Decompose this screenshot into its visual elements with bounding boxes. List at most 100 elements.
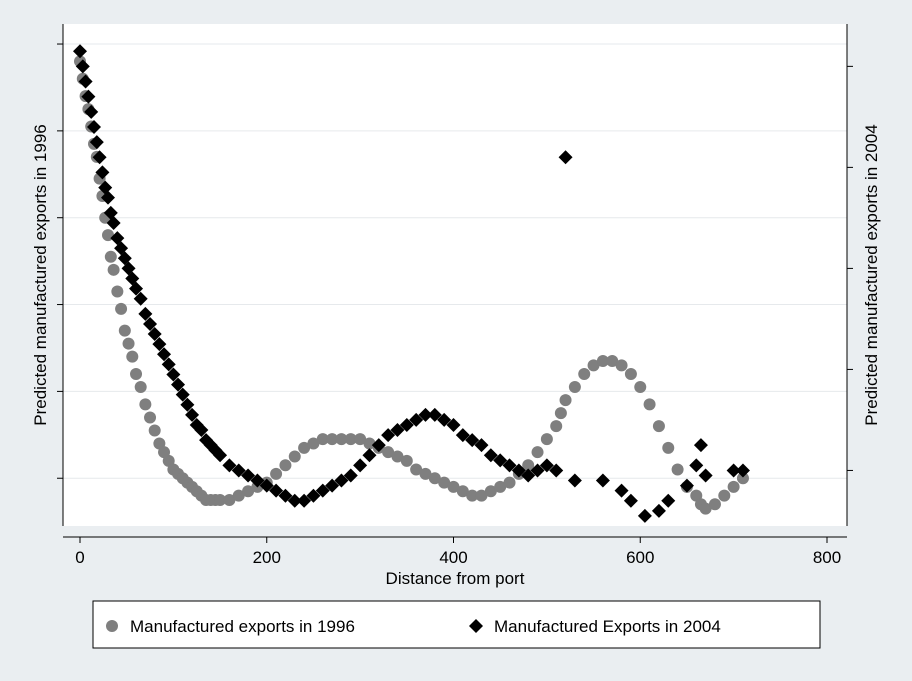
marker-2004-point: [693, 438, 708, 453]
marker-2004-point: [78, 74, 93, 89]
marker-1996-point: [298, 441, 311, 454]
marker-1996-point: [223, 493, 236, 506]
marker-1996-point: [419, 467, 432, 480]
marker-2004-point: [101, 190, 116, 205]
marker-1996-point: [727, 480, 740, 493]
marker-1996-point: [382, 446, 395, 459]
marker-2004-point: [138, 306, 153, 321]
marker-2004-point: [231, 463, 246, 478]
marker-1996-point: [718, 489, 731, 502]
marker-1996-point: [484, 485, 497, 498]
marker-2004-point: [171, 377, 186, 392]
marker-1996-point: [122, 337, 135, 350]
marker-2004-point: [437, 412, 452, 427]
marker-2004-point: [117, 251, 132, 266]
y-left-axis-label: Predicted manufactured exports in 1996: [31, 124, 50, 425]
marker-1996-point: [615, 359, 628, 372]
marker-2004-point: [103, 205, 118, 220]
marker-2004-point: [175, 387, 190, 402]
marker-1996-point: [596, 355, 609, 367]
marker-2004-point: [689, 458, 704, 473]
marker-2004-point: [661, 493, 676, 508]
marker-1996-point: [438, 476, 451, 489]
marker-2004-point: [343, 468, 358, 483]
marker-1996-point: [111, 285, 124, 298]
marker-2004-point: [465, 433, 480, 448]
marker-2004-point: [222, 458, 237, 473]
marker-1996-point: [522, 459, 535, 472]
marker-1996-point: [400, 454, 413, 467]
marker-2004-point: [92, 150, 107, 165]
marker-2004-point: [278, 488, 293, 503]
marker-2004-point: [502, 458, 517, 473]
marker-2004-point: [637, 508, 652, 523]
legend-label-2004: Manufactured Exports in 2004: [494, 617, 721, 636]
marker-1996-point: [391, 450, 404, 463]
legend-marker-1996: [106, 620, 118, 632]
marker-2004-point: [89, 135, 104, 150]
marker-1996-point: [652, 420, 665, 433]
x-tick-label: 800: [813, 548, 841, 567]
legend: Manufactured exports in 1996 Manufacture…: [92, 600, 821, 649]
marker-1996-point: [148, 424, 161, 437]
legend-label-1996: Manufactured exports in 1996: [130, 617, 355, 636]
marker-1996-point: [671, 463, 684, 476]
marker-2004-point: [81, 89, 96, 104]
marker-2004-point: [698, 468, 713, 483]
marker-2004-point: [98, 180, 113, 195]
x-tick-label: 200: [253, 548, 281, 567]
marker-1996-point: [494, 480, 507, 493]
marker-2004-point: [567, 473, 582, 488]
marker-1996-point: [699, 502, 712, 515]
marker-2004-point: [381, 428, 396, 443]
x-axis-ticks: 0 200 400 600 800: [75, 537, 841, 567]
marker-1996-point: [559, 394, 572, 407]
gridlines: [63, 43, 847, 479]
marker-1996-point: [214, 493, 227, 506]
marker-1996-point: [288, 450, 301, 463]
marker-2004-point: [161, 357, 176, 372]
marker-1996-point: [578, 368, 591, 381]
series-2004-markers: [73, 44, 750, 523]
marker-2004-point: [287, 493, 302, 508]
marker-2004-point: [73, 44, 87, 59]
marker-1996-point: [624, 368, 637, 381]
marker-2004-point: [306, 488, 321, 503]
marker-1996-point: [115, 302, 128, 315]
marker-1996-point: [144, 411, 157, 424]
marker-1996-point: [456, 485, 469, 498]
x-axis-label: Distance from port: [386, 569, 525, 588]
marker-2004-point: [427, 407, 442, 422]
marker-1996-point: [475, 489, 488, 502]
marker-1996-point: [447, 480, 460, 493]
marker-1996-point: [126, 350, 139, 363]
marker-2004-point: [143, 316, 158, 331]
marker-1996-point: [316, 433, 329, 446]
marker-2004-point: [726, 463, 741, 478]
marker-1996-point: [279, 459, 292, 472]
marker-1996-point: [118, 324, 131, 337]
marker-2004-point: [95, 165, 110, 180]
marker-2004-point: [166, 367, 181, 382]
marker-2004-point: [446, 417, 461, 432]
marker-2004-point: [362, 448, 377, 463]
marker-2004-point: [133, 291, 148, 306]
marker-1996-point: [643, 398, 656, 411]
marker-2004-point: [493, 453, 508, 468]
marker-2004-point: [194, 423, 209, 438]
marker-2004-point: [84, 104, 99, 119]
y-right-axis-label: Predicted manufactured exports in 2004: [862, 124, 881, 425]
marker-2004-point: [679, 478, 694, 493]
marker-2004-point: [87, 119, 102, 134]
marker-1996-point: [363, 437, 376, 450]
marker-2004-point: [180, 397, 195, 412]
marker-2004-point: [315, 483, 330, 498]
marker-2004-point: [549, 463, 564, 478]
marker-2004-point: [651, 503, 666, 518]
marker-1996-point: [344, 433, 357, 446]
marker-1996-point: [634, 381, 647, 394]
marker-2004-point: [250, 473, 265, 488]
marker-1996-point: [662, 441, 675, 454]
y-right-axis-ticks: [847, 65, 853, 471]
